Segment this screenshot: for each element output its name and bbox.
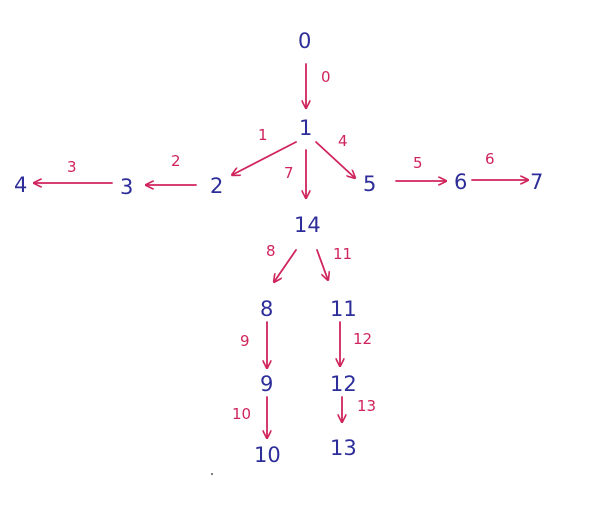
node-7: 7: [530, 170, 543, 194]
edge-label-9: 9: [240, 332, 250, 350]
edge-label-6: 6: [485, 150, 495, 168]
node-8: 8: [260, 297, 273, 321]
edge-labels: 0 1 2 3 4 5 6 7 8 9 10 11 12 13: [67, 68, 495, 423]
edge-14-to-11-arrow: [316, 249, 328, 280]
node-6: 6: [454, 170, 467, 194]
node-11: 11: [330, 297, 357, 321]
node-12: 12: [330, 372, 357, 396]
edge-label-13: 13: [357, 397, 376, 415]
edge-1-to-5-arrow: [315, 141, 355, 178]
node-13: 13: [330, 436, 357, 460]
node-4: 4: [14, 173, 27, 197]
node-14: 14: [294, 213, 321, 237]
edge-label-5: 5: [413, 154, 423, 172]
edge-label-4: 4: [338, 132, 348, 150]
edge-label-12: 12: [353, 330, 372, 348]
edge-1-to-2-arrow: [232, 141, 297, 175]
node-3: 3: [120, 175, 133, 199]
edge-label-1: 1: [258, 126, 268, 144]
node-5: 5: [363, 172, 376, 196]
edge-label-3: 3: [67, 158, 77, 176]
edge-label-0: 0: [321, 68, 331, 86]
stray-dot: [211, 473, 213, 475]
node-1: 1: [299, 116, 312, 140]
nodes: 0 1 2 3 4 5 6 7 14 8 11 9 12 10 13: [14, 29, 543, 467]
edge-14-to-8-arrow: [274, 249, 297, 282]
node-9: 9: [260, 372, 273, 396]
node-0: 0: [298, 29, 311, 53]
edge-label-7: 7: [284, 164, 294, 182]
edge-label-2: 2: [171, 152, 181, 170]
node-2: 2: [210, 174, 223, 198]
node-10: 10: [254, 443, 281, 467]
edge-label-10: 10: [232, 405, 251, 423]
edge-label-8: 8: [266, 242, 276, 260]
edges: [33, 63, 529, 439]
edge-label-11: 11: [333, 245, 352, 263]
